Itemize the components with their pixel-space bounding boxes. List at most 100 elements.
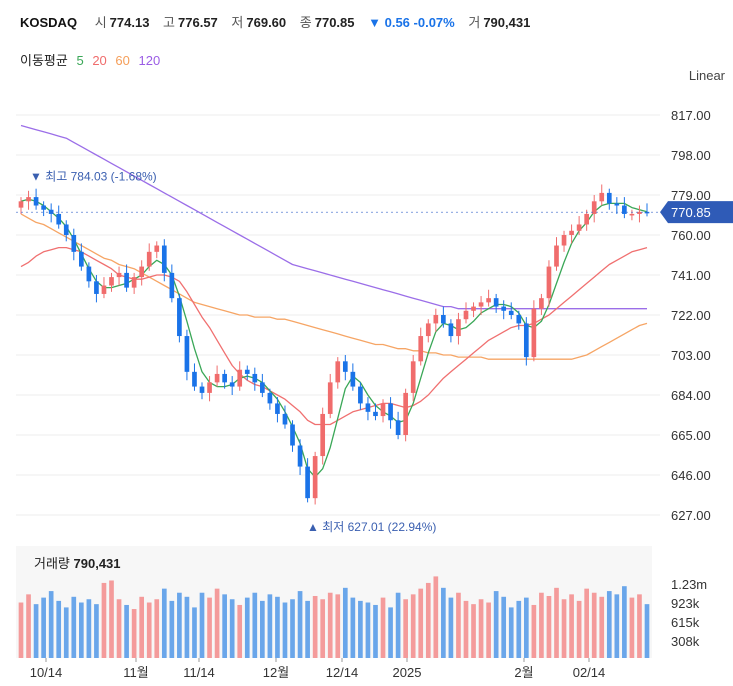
- y-tick-label: 627.00: [671, 508, 711, 523]
- volume-bar: [71, 596, 77, 658]
- open-value: 774.13: [109, 15, 150, 30]
- candle-body: [244, 369, 250, 374]
- high-annotation: ▼ 최고 784.03 (-1.68%): [30, 169, 157, 183]
- moving-average-legend[interactable]: 이동평균 5 20 60 120: [20, 50, 165, 69]
- volume-bar: [456, 592, 461, 658]
- candle-body: [335, 361, 341, 383]
- candle-body: [546, 266, 552, 299]
- volume-bar: [214, 588, 220, 658]
- volume-title: 거래량 790,431: [34, 553, 121, 572]
- volume-bar: [508, 607, 514, 658]
- candle-body: [177, 298, 182, 337]
- volume-bar: [56, 600, 62, 658]
- ma-label: 이동평균: [20, 53, 68, 68]
- volume-bar: [373, 604, 378, 658]
- candle-body: [516, 315, 522, 324]
- volume-bar: [192, 607, 197, 658]
- volume-bar: [297, 591, 303, 658]
- x-tick-label: 02/14: [573, 665, 606, 680]
- candle-body: [48, 209, 54, 214]
- candle-body: [463, 310, 469, 320]
- volume-bar: [199, 592, 205, 658]
- volume-bar: [539, 592, 544, 658]
- volume-panel: [16, 546, 652, 658]
- candle-body: [267, 392, 273, 404]
- candle-body: [410, 361, 416, 393]
- candle-body: [637, 211, 642, 214]
- candle-body: [192, 371, 197, 387]
- volume-bar: [222, 594, 227, 658]
- candle-body: [109, 277, 114, 286]
- candle-body: [41, 205, 46, 210]
- x-tick-label: 12월: [263, 665, 289, 680]
- volume-bar: [486, 602, 491, 658]
- volume-bar: [591, 592, 597, 658]
- candle-body: [599, 192, 605, 202]
- volume-bar: [320, 599, 326, 658]
- volume-bar: [252, 592, 258, 658]
- ma-120: 120: [138, 53, 161, 68]
- candle-body: [229, 382, 235, 387]
- candle-body: [252, 373, 258, 383]
- candle-body: [584, 213, 590, 225]
- volume-bar: [546, 595, 552, 658]
- volume-bar: [290, 599, 295, 658]
- volume-bar: [94, 604, 99, 658]
- candle-body: [644, 211, 650, 214]
- volume-bar: [418, 588, 424, 658]
- candle-body: [199, 386, 205, 393]
- y-tick-label: 779.00: [671, 188, 711, 203]
- candle-body: [56, 213, 62, 225]
- y-tick-label: 722.00: [671, 308, 711, 323]
- candle-body: [116, 272, 122, 278]
- volume-title-label: 거래량: [34, 556, 70, 571]
- volume-bar: [282, 602, 288, 658]
- candle-body: [523, 323, 529, 358]
- volume-bar: [48, 591, 54, 658]
- y-tick-label: 665.00: [671, 428, 711, 443]
- x-tick-label: 11/14: [183, 665, 215, 680]
- candle-body: [441, 315, 446, 324]
- candle-body: [161, 245, 167, 273]
- y-tick-label: 798.00: [671, 148, 711, 163]
- current-price-label: 770.85: [671, 205, 711, 220]
- scale-toggle[interactable]: Linear: [688, 68, 725, 83]
- candle-body: [350, 371, 356, 387]
- y-tick-label: 760.00: [671, 228, 711, 243]
- volume-bar: [584, 588, 590, 658]
- volume-bar: [78, 602, 84, 658]
- volume-bar: [342, 587, 348, 658]
- candle-body: [358, 386, 363, 404]
- candle-body: [71, 235, 77, 252]
- volume-bar: [569, 594, 574, 658]
- candle-body: [448, 323, 454, 337]
- candle-body: [471, 306, 476, 311]
- x-tick-label: 10/14: [30, 665, 63, 680]
- volume-bar: [327, 592, 333, 658]
- volume-tick-label: 1.23m: [671, 577, 707, 592]
- candle-body: [101, 285, 107, 294]
- candle-body: [486, 298, 491, 303]
- y-tick-label: 703.00: [671, 348, 711, 363]
- volume-bar: [403, 599, 408, 658]
- candle-body: [380, 403, 386, 417]
- candle-body: [591, 201, 597, 214]
- candle-body: [403, 392, 408, 435]
- volume-bar: [629, 597, 635, 658]
- volume-bar: [388, 607, 393, 658]
- volume-bar: [471, 604, 476, 658]
- candle-body: [373, 411, 378, 417]
- volume-bar: [207, 597, 212, 658]
- volume-bar: [463, 600, 469, 658]
- candle-body: [18, 201, 24, 208]
- volume-bar: [275, 596, 280, 658]
- open-label: 시: [94, 15, 107, 30]
- high-value: 776.57: [178, 15, 218, 30]
- candle-body: [33, 197, 39, 206]
- candle-body: [207, 382, 212, 393]
- candle-body: [237, 369, 243, 387]
- candle-body: [222, 373, 227, 383]
- candle-body: [478, 302, 484, 307]
- volume-bar: [154, 599, 160, 658]
